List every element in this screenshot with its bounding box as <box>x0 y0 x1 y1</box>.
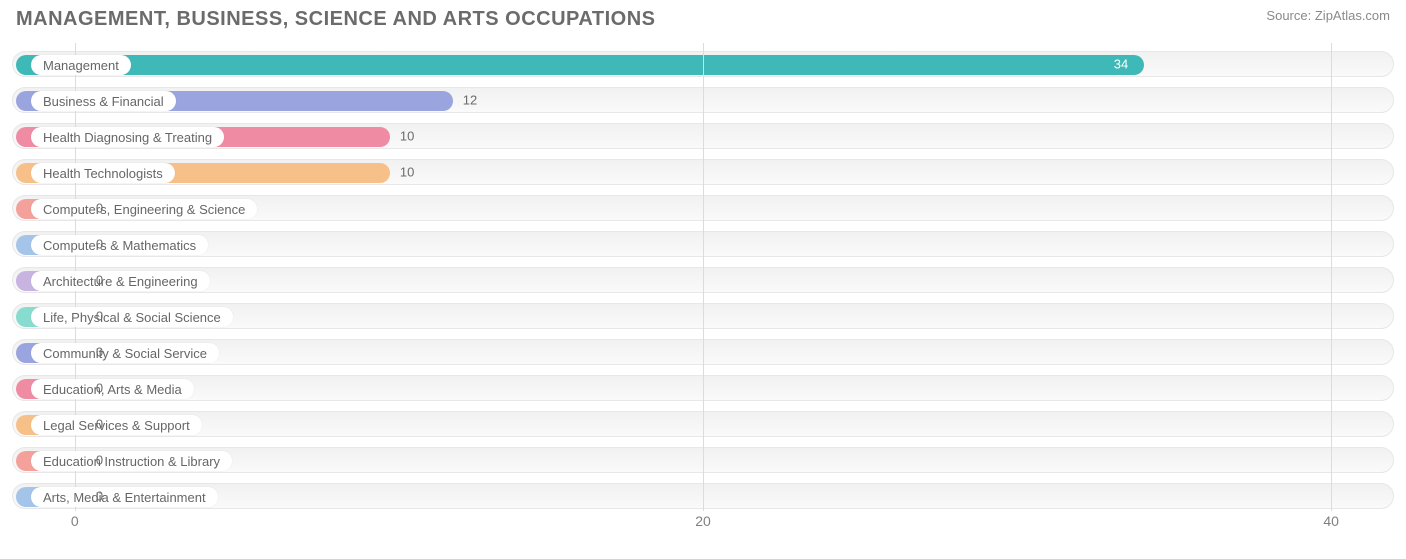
bar-category-label: Health Technologists <box>31 163 175 183</box>
bar-fill <box>16 55 1144 75</box>
bar-category-label: Education Instruction & Library <box>31 451 232 471</box>
bar-category-label: Business & Financial <box>31 91 176 111</box>
bar-value-label: 0 <box>96 417 103 432</box>
bar-value-label: 10 <box>400 165 414 180</box>
bar-value-label: 0 <box>96 345 103 360</box>
bar-category-label: Computers, Engineering & Science <box>31 199 257 219</box>
bar-value-label: 0 <box>96 309 103 324</box>
x-axis-tick-label: 40 <box>1323 513 1339 529</box>
bar-value-label: 0 <box>96 453 103 468</box>
source-name: ZipAtlas.com <box>1315 8 1390 23</box>
chart-header: MANAGEMENT, BUSINESS, SCIENCE AND ARTS O… <box>12 8 1394 31</box>
bar-value-label: 12 <box>463 93 477 108</box>
chart-title: MANAGEMENT, BUSINESS, SCIENCE AND ARTS O… <box>16 8 655 31</box>
bar-value-label: 0 <box>96 381 103 396</box>
bar-value-label: 0 <box>96 237 103 252</box>
bar-category-label: Community & Social Service <box>31 343 219 363</box>
bar-category-label: Life, Physical & Social Science <box>31 307 233 327</box>
x-axis-tick-label: 0 <box>71 513 79 529</box>
bar-category-label: Computers & Mathematics <box>31 235 208 255</box>
bar-value-label: 0 <box>96 489 103 504</box>
chart-container: MANAGEMENT, BUSINESS, SCIENCE AND ARTS O… <box>0 0 1406 559</box>
bar-value-label: 0 <box>96 273 103 288</box>
bar-value-label: 0 <box>96 201 103 216</box>
source-label: Source: <box>1266 8 1311 23</box>
chart-source: Source: ZipAtlas.com <box>1266 8 1390 23</box>
bar-value-label: 10 <box>400 129 414 144</box>
gridline <box>703 43 704 511</box>
plot-area: Management 34 Business & Financial 12 Health… <box>12 43 1394 533</box>
bar-category-label: Education, Arts & Media <box>31 379 194 399</box>
bar-category-label: Health Diagnosing & Treating <box>31 127 224 147</box>
bar-value-label: 34 <box>1114 57 1128 72</box>
x-axis-labels: 0 20 40 <box>12 511 1394 533</box>
bar-category-label: Arts, Media & Entertainment <box>31 487 218 507</box>
bar-category-label: Legal Services & Support <box>31 415 202 435</box>
gridline <box>1331 43 1332 511</box>
bar-category-label: Architecture & Engineering <box>31 271 210 291</box>
bar-category-label: Management <box>31 55 131 75</box>
x-axis-tick-label: 20 <box>695 513 711 529</box>
